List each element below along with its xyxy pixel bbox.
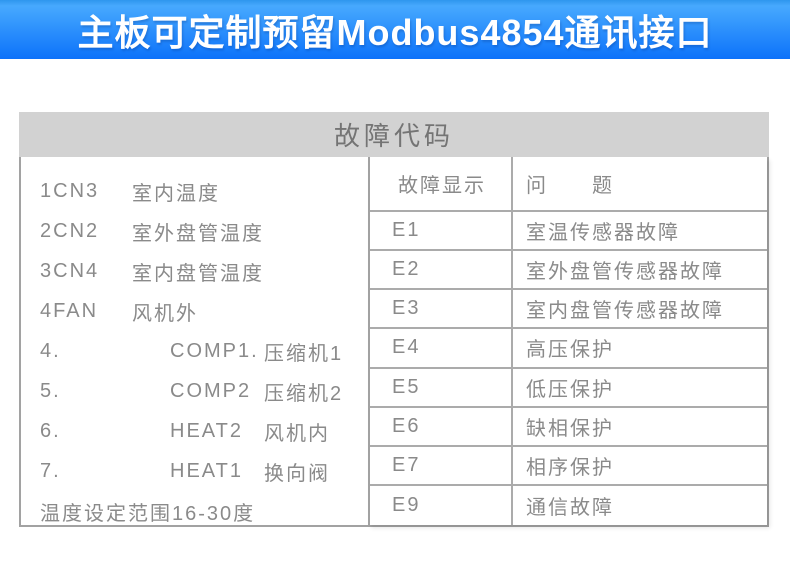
list-cell: 2CN2 xyxy=(40,219,100,242)
panel-body: 1CN3 室内温度 2CN2 室外盘管温度 3CN4 室内盘管温度 4FAN 风机外 4. COM… xyxy=(19,157,769,527)
list-row: 4. COMP1. 压缩机1 xyxy=(40,331,368,371)
list-cell: 风机外 xyxy=(132,302,198,325)
connector-list: 1CN3 室内温度 2CN2 室外盘管温度 3CN4 室内盘管温度 4FAN 风机外 4. COM… xyxy=(21,157,368,525)
fault-code-cell: E6 xyxy=(370,407,513,447)
fault-code-cell: E5 xyxy=(370,368,513,408)
banner-title: 主板可定制预留Modbus4854通讯接口 xyxy=(77,11,713,53)
list-row: 1CN3 室内温度 xyxy=(40,171,368,211)
list-cell: 5. xyxy=(40,379,61,402)
list-cell: HEAT1 xyxy=(170,459,243,482)
fault-desc-cell: 高压保护 xyxy=(513,329,767,369)
header-banner: 主板可定制预留Modbus4854通讯接口 xyxy=(0,0,790,59)
fault-code-cell: E2 xyxy=(370,251,513,291)
list-cell: 7. xyxy=(40,459,61,482)
fault-code-cell: E4 xyxy=(370,329,513,369)
list-cell: COMP2 xyxy=(170,379,252,402)
list-row: 4FAN 风机外 xyxy=(40,291,368,331)
fault-desc-cell: 室温传感器故障 xyxy=(513,212,767,252)
list-row: 7. HEAT1 换向阀 xyxy=(40,451,368,491)
list-row: 6. HEAT2 风机内 xyxy=(40,411,368,451)
list-row: 3CN4 室内盘管温度 xyxy=(40,251,368,291)
fault-desc-cell: 低压保护 xyxy=(513,369,767,408)
list-cell: 压缩机1 xyxy=(264,342,344,365)
list-cell: 室内温度 xyxy=(132,182,220,205)
list-cell: 3CN4 xyxy=(40,259,100,282)
list-cell: 室内盘管温度 xyxy=(132,262,264,285)
list-cell: 4. xyxy=(40,339,61,362)
fault-desc-cell: 相序保护 xyxy=(513,447,767,486)
fault-desc-cell: 缺相保护 xyxy=(513,408,767,447)
list-cell: 6. xyxy=(40,419,61,442)
list-cell: 换向阀 xyxy=(264,462,330,485)
list-cell: 压缩机2 xyxy=(264,382,344,405)
list-row: 5. COMP2 压缩机2 xyxy=(40,371,368,411)
fault-code-panel: 故障代码 1CN3 室内温度 2CN2 室外盘管温度 3CN4 室内盘管温度 4FAN 风机外… xyxy=(19,112,769,527)
list-cell: HEAT2 xyxy=(170,419,243,442)
list-row: 2CN2 室外盘管温度 xyxy=(40,211,368,251)
list-cell: COMP1. xyxy=(170,339,259,362)
fault-code-cell: E9 xyxy=(370,485,513,525)
fault-code-cell: E1 xyxy=(370,212,513,252)
list-cell: 1CN3 xyxy=(40,179,100,202)
list-cell: 室外盘管温度 xyxy=(132,222,264,245)
panel-title-bar: 故障代码 xyxy=(19,112,769,157)
list-row: 温度设定范围16-30度 xyxy=(40,491,368,531)
list-cell: 风机内 xyxy=(264,422,330,445)
panel-title: 故障代码 xyxy=(333,121,454,151)
list-cell: 4FAN xyxy=(40,299,99,322)
column-header-fault-display: 故障显示 xyxy=(370,157,513,212)
fault-desc-cell: 室外盘管传感器故障 xyxy=(513,251,767,291)
column-header-issue: 问 题 xyxy=(513,157,767,212)
fault-desc-cell: 室内盘管传感器故障 xyxy=(513,290,767,330)
fault-table: 故障显示 问 题 E1 室温传感器故障 E2 室外盘管传感器故障 E3 室内盘管传感器故障… xyxy=(368,157,767,525)
fault-code-cell: E7 xyxy=(370,446,513,486)
fault-desc-cell: 通信故障 xyxy=(526,496,614,519)
list-cell: 温度设定范围16-30度 xyxy=(40,502,256,525)
fault-code-cell: E3 xyxy=(370,290,513,330)
